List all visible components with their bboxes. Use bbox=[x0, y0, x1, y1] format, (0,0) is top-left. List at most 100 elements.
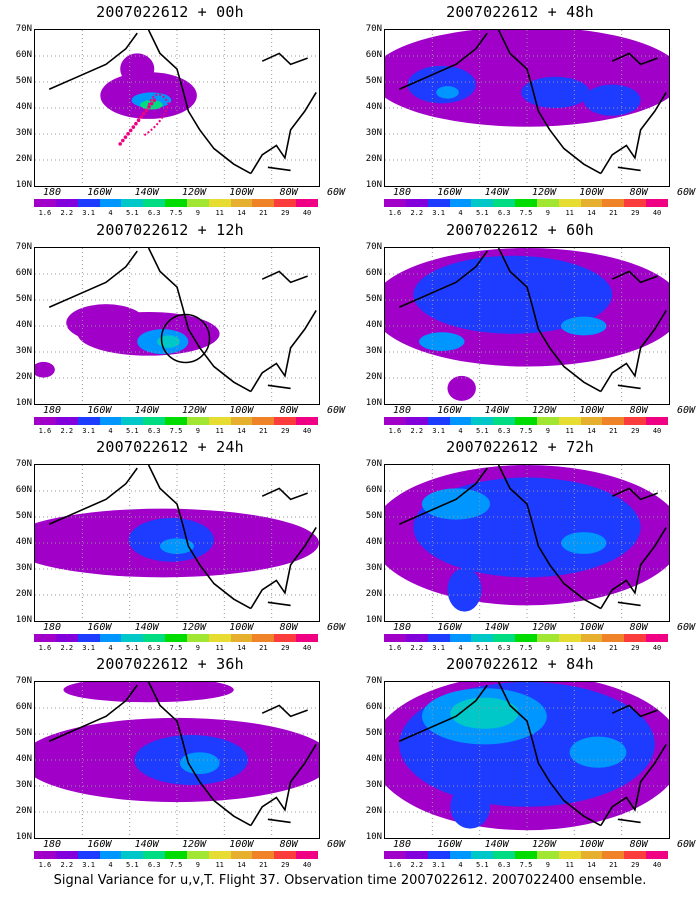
longitude-tick-label: 160W bbox=[87, 405, 112, 416]
longitude-tick-label: 80W bbox=[279, 839, 298, 850]
longitude-tick-label: 100W bbox=[229, 187, 254, 198]
colorbar-segment bbox=[99, 634, 122, 642]
latitude-tick-label: 60N bbox=[365, 485, 382, 495]
variance-contour bbox=[447, 567, 482, 612]
colorbar-label: 5.1 bbox=[125, 861, 139, 869]
panel-title: 2007022612 + 36h bbox=[96, 655, 244, 673]
coastline bbox=[398, 682, 667, 827]
variance-contour bbox=[419, 332, 465, 351]
colorbar-segment bbox=[449, 417, 472, 425]
colorbar-segment bbox=[230, 417, 253, 425]
longitude-tick-label: 100W bbox=[579, 839, 604, 850]
colorbar-label: 29 bbox=[631, 209, 640, 217]
longitude-labels: 180 160W 140W 120W 100W 80W 60W bbox=[34, 187, 345, 201]
colorbar-label: 29 bbox=[281, 209, 290, 217]
colorbar-label: 29 bbox=[631, 427, 640, 435]
latitude-labels: 70N 60N 50N 40N 30N 20N 10N bbox=[350, 242, 384, 408]
colorbar-label: 21 bbox=[259, 861, 268, 869]
variance-contour bbox=[66, 304, 146, 342]
colorbar-label: 4 bbox=[108, 644, 113, 652]
colorbar-labels: 1.6 2.2 3.1 4 5.1 6.3 7.5 9 11 14 21 29 40 bbox=[34, 427, 318, 437]
variance-contour bbox=[35, 361, 55, 378]
colorbar-label: 4 bbox=[458, 644, 463, 652]
colorbar-segment bbox=[165, 199, 187, 207]
longitude-tick-label: 160W bbox=[437, 839, 462, 850]
latitude-tick-label: 30N bbox=[365, 780, 382, 790]
colorbar-segment bbox=[624, 634, 647, 642]
variance-contour bbox=[447, 375, 476, 401]
latitude-tick-label: 70N bbox=[365, 24, 382, 34]
latitude-tick-label: 20N bbox=[365, 806, 382, 816]
colorbar-segment bbox=[602, 634, 625, 642]
colorbar-segment bbox=[493, 417, 516, 425]
flight-track-point bbox=[152, 98, 157, 102]
colorbar-label: 11 bbox=[215, 861, 224, 869]
colorbar-segment bbox=[165, 851, 187, 859]
longitude-tick-label: 80W bbox=[279, 187, 298, 198]
longitude-labels: 180 160W 140W 120W 100W 80W 60W bbox=[384, 839, 695, 853]
colorbar-segment bbox=[536, 199, 559, 207]
latitude-labels: 70N 60N 50N 40N 30N 20N 10N bbox=[350, 24, 384, 190]
colorbar-segment bbox=[208, 199, 231, 207]
latitude-tick-label: 70N bbox=[15, 459, 32, 469]
colorbar-segment bbox=[296, 417, 318, 425]
colorbar-segment bbox=[77, 851, 100, 859]
flight-track-point bbox=[118, 142, 122, 146]
latitude-tick-label: 40N bbox=[15, 754, 32, 764]
map-area bbox=[384, 681, 670, 839]
colorbar-label: 3.1 bbox=[82, 427, 95, 435]
colorbar-label: 40 bbox=[302, 861, 312, 869]
colorbar-label: 1.6 bbox=[38, 644, 52, 652]
latitude-tick-label: 40N bbox=[365, 537, 382, 547]
colorbar-segment bbox=[99, 199, 122, 207]
map-area bbox=[34, 681, 320, 839]
variance-contour bbox=[407, 65, 476, 104]
colorbar-label: 1.6 bbox=[388, 644, 402, 652]
colorbar-label: 9 bbox=[545, 861, 550, 869]
colorbar-label: 6.3 bbox=[147, 427, 161, 435]
colorbar-segment bbox=[77, 634, 100, 642]
colorbar-label: 40 bbox=[652, 644, 662, 652]
colorbar-segment bbox=[536, 417, 559, 425]
longitude-tick-label: 160W bbox=[437, 622, 462, 633]
latitude-tick-label: 40N bbox=[15, 320, 32, 330]
colorbar-segment bbox=[165, 634, 187, 642]
latitude-tick-label: 30N bbox=[365, 563, 382, 573]
colorbar-label: 2.2 bbox=[410, 644, 424, 652]
panel-title: 2007022612 + 48h bbox=[446, 3, 594, 21]
colorbar-segment bbox=[34, 851, 56, 859]
colorbar-label: 11 bbox=[565, 209, 574, 217]
colorbar-label: 4 bbox=[458, 861, 463, 869]
colorbar-segment bbox=[55, 634, 78, 642]
colorbar-label: 7.5 bbox=[519, 427, 533, 435]
colorbar-segment bbox=[536, 634, 559, 642]
flight-track-point bbox=[149, 101, 154, 106]
colorbar-segment bbox=[471, 634, 494, 642]
colorbar-segment bbox=[471, 199, 494, 207]
colorbar-label: 5.1 bbox=[125, 209, 139, 217]
longitude-labels: 180 160W 140W 120W 100W 80W 60W bbox=[384, 187, 695, 201]
colorbar-segment bbox=[449, 199, 472, 207]
latitude-tick-label: 60N bbox=[15, 268, 32, 278]
flight-track-point bbox=[126, 132, 130, 136]
colorbar-label: 14 bbox=[587, 209, 596, 217]
longitude-tick-label: 60W bbox=[676, 622, 696, 633]
latitude-tick-label: 50N bbox=[365, 511, 382, 521]
variance-contour bbox=[159, 538, 195, 554]
latitude-tick-label: 10N bbox=[15, 832, 32, 842]
longitude-tick-label: 140W bbox=[484, 405, 509, 416]
coastline bbox=[48, 682, 317, 827]
colorbar-label: 7.5 bbox=[169, 427, 183, 435]
colorbar-label: 11 bbox=[565, 427, 574, 435]
colorbar-label: 7.5 bbox=[519, 644, 533, 652]
longitude-tick-label: 160W bbox=[87, 839, 112, 850]
colorbar-segment bbox=[515, 851, 537, 859]
colorbar-label: 2.2 bbox=[410, 209, 424, 217]
colorbar-segment bbox=[34, 199, 56, 207]
longitude-tick-label: 60W bbox=[676, 187, 696, 198]
colorbar-segment bbox=[558, 851, 581, 859]
colorbar-segment bbox=[580, 851, 603, 859]
latitude-tick-label: 50N bbox=[15, 511, 32, 521]
colorbar-label: 29 bbox=[281, 861, 290, 869]
colorbar-segment bbox=[186, 199, 209, 207]
